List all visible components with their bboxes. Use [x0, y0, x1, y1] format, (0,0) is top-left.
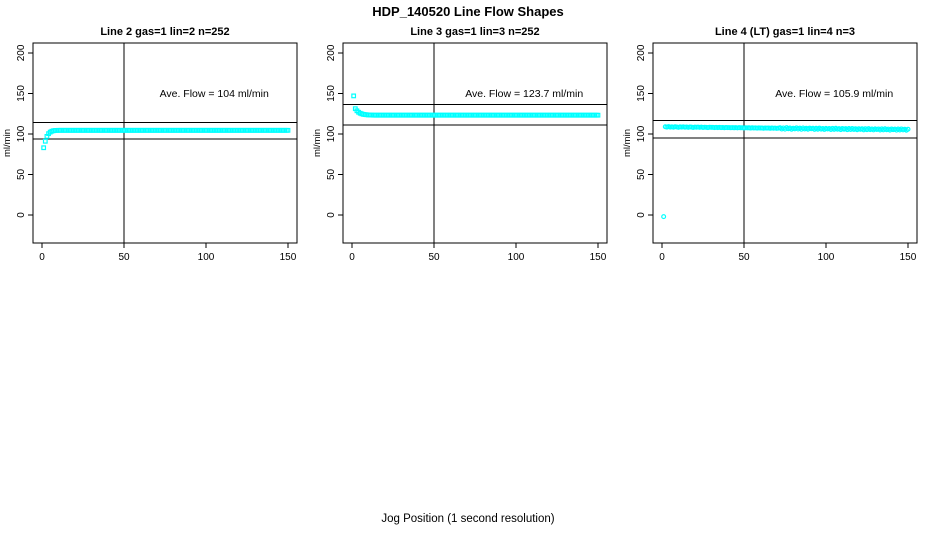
- y-tick-label: 150: [326, 85, 337, 102]
- y-axis-label: ml/min: [622, 129, 633, 157]
- y-tick-label: 150: [636, 85, 647, 102]
- plot-panel-line4: Line 4 (LT) gas=1 lin=4 n=3 0 50 100 150 0 50 1…: [620, 0, 932, 270]
- y-tick-label: 0: [16, 212, 27, 218]
- x-tick-label: 0: [659, 252, 665, 263]
- y-axis-label: ml/min: [2, 129, 13, 157]
- x-tick-label: 150: [900, 252, 917, 263]
- plot-box: [652, 42, 918, 244]
- data-point: [285, 127, 291, 133]
- panel-title: Line 2 gas=1 lin=2 n=252: [100, 26, 229, 38]
- panel-svg: Line 2 gas=1 lin=2 n=252 0 50 100 150 0 50 100 1…: [2, 26, 298, 263]
- data-series: [661, 124, 911, 220]
- x-tick-label: 100: [198, 252, 215, 263]
- data-point: [595, 112, 601, 118]
- y-tick-label: 100: [636, 125, 647, 142]
- data-point: [905, 126, 911, 132]
- ave-flow-annotation: Ave. Flow = 105.9 ml/min: [775, 88, 893, 100]
- y-tick-label: 150: [16, 85, 27, 102]
- plot-box: [32, 42, 298, 244]
- x-tick-label: 0: [39, 252, 45, 263]
- panel-title: Line 3 gas=1 lin=3 n=252: [410, 26, 539, 38]
- x-tick-label: 100: [508, 252, 525, 263]
- plot-panel-line2: Line 2 gas=1 lin=2 n=252 0 50 100 150 0 50 100 1…: [0, 0, 312, 270]
- y-tick-label: 200: [636, 44, 647, 61]
- plot-box: [342, 42, 608, 244]
- x-tick-label: 50: [428, 252, 440, 263]
- x-tick-label: 100: [818, 252, 835, 263]
- y-tick-label: 50: [326, 168, 337, 180]
- y-tick-label: 200: [16, 44, 27, 61]
- x-tick-label: 150: [280, 252, 297, 263]
- y-tick-label: 200: [326, 44, 337, 61]
- data-series: [41, 127, 291, 151]
- x-tick-label: 50: [118, 252, 130, 263]
- panel-svg: Line 4 (LT) gas=1 lin=4 n=3 0 50 100 150 0 50 1…: [622, 26, 918, 263]
- data-series: [351, 93, 601, 118]
- panel-svg: Line 3 gas=1 lin=3 n=252 0 50 100 150 0 50 100 1…: [312, 26, 608, 263]
- y-tick-label: 0: [636, 212, 647, 218]
- y-tick-label: 0: [326, 212, 337, 218]
- x-axis-title: Jog Position (1 second resolution): [381, 513, 555, 525]
- x-tick-label: 0: [349, 252, 355, 263]
- ave-flow-annotation: Ave. Flow = 123.7 ml/min: [465, 88, 583, 100]
- x-tick-label: 50: [738, 252, 750, 263]
- data-point: [41, 145, 47, 151]
- y-axis-label: ml/min: [312, 129, 323, 157]
- main-title: HDP_140520 Line Flow Shapes: [372, 4, 564, 19]
- data-point: [42, 138, 48, 144]
- data-point: [661, 214, 667, 220]
- y-tick-label: 50: [16, 168, 27, 180]
- y-tick-label: 100: [326, 125, 337, 142]
- y-tick-label: 50: [636, 168, 647, 180]
- x-tick-label: 150: [590, 252, 607, 263]
- panel-title: Line 4 (LT) gas=1 lin=4 n=3: [715, 26, 855, 38]
- plot-panel-line3: Line 3 gas=1 lin=3 n=252 0 50 100 150 0 50 100 1…: [310, 0, 622, 270]
- data-point: [351, 93, 357, 99]
- ave-flow-annotation: Ave. Flow = 104 ml/min: [160, 88, 269, 100]
- y-tick-label: 100: [16, 125, 27, 142]
